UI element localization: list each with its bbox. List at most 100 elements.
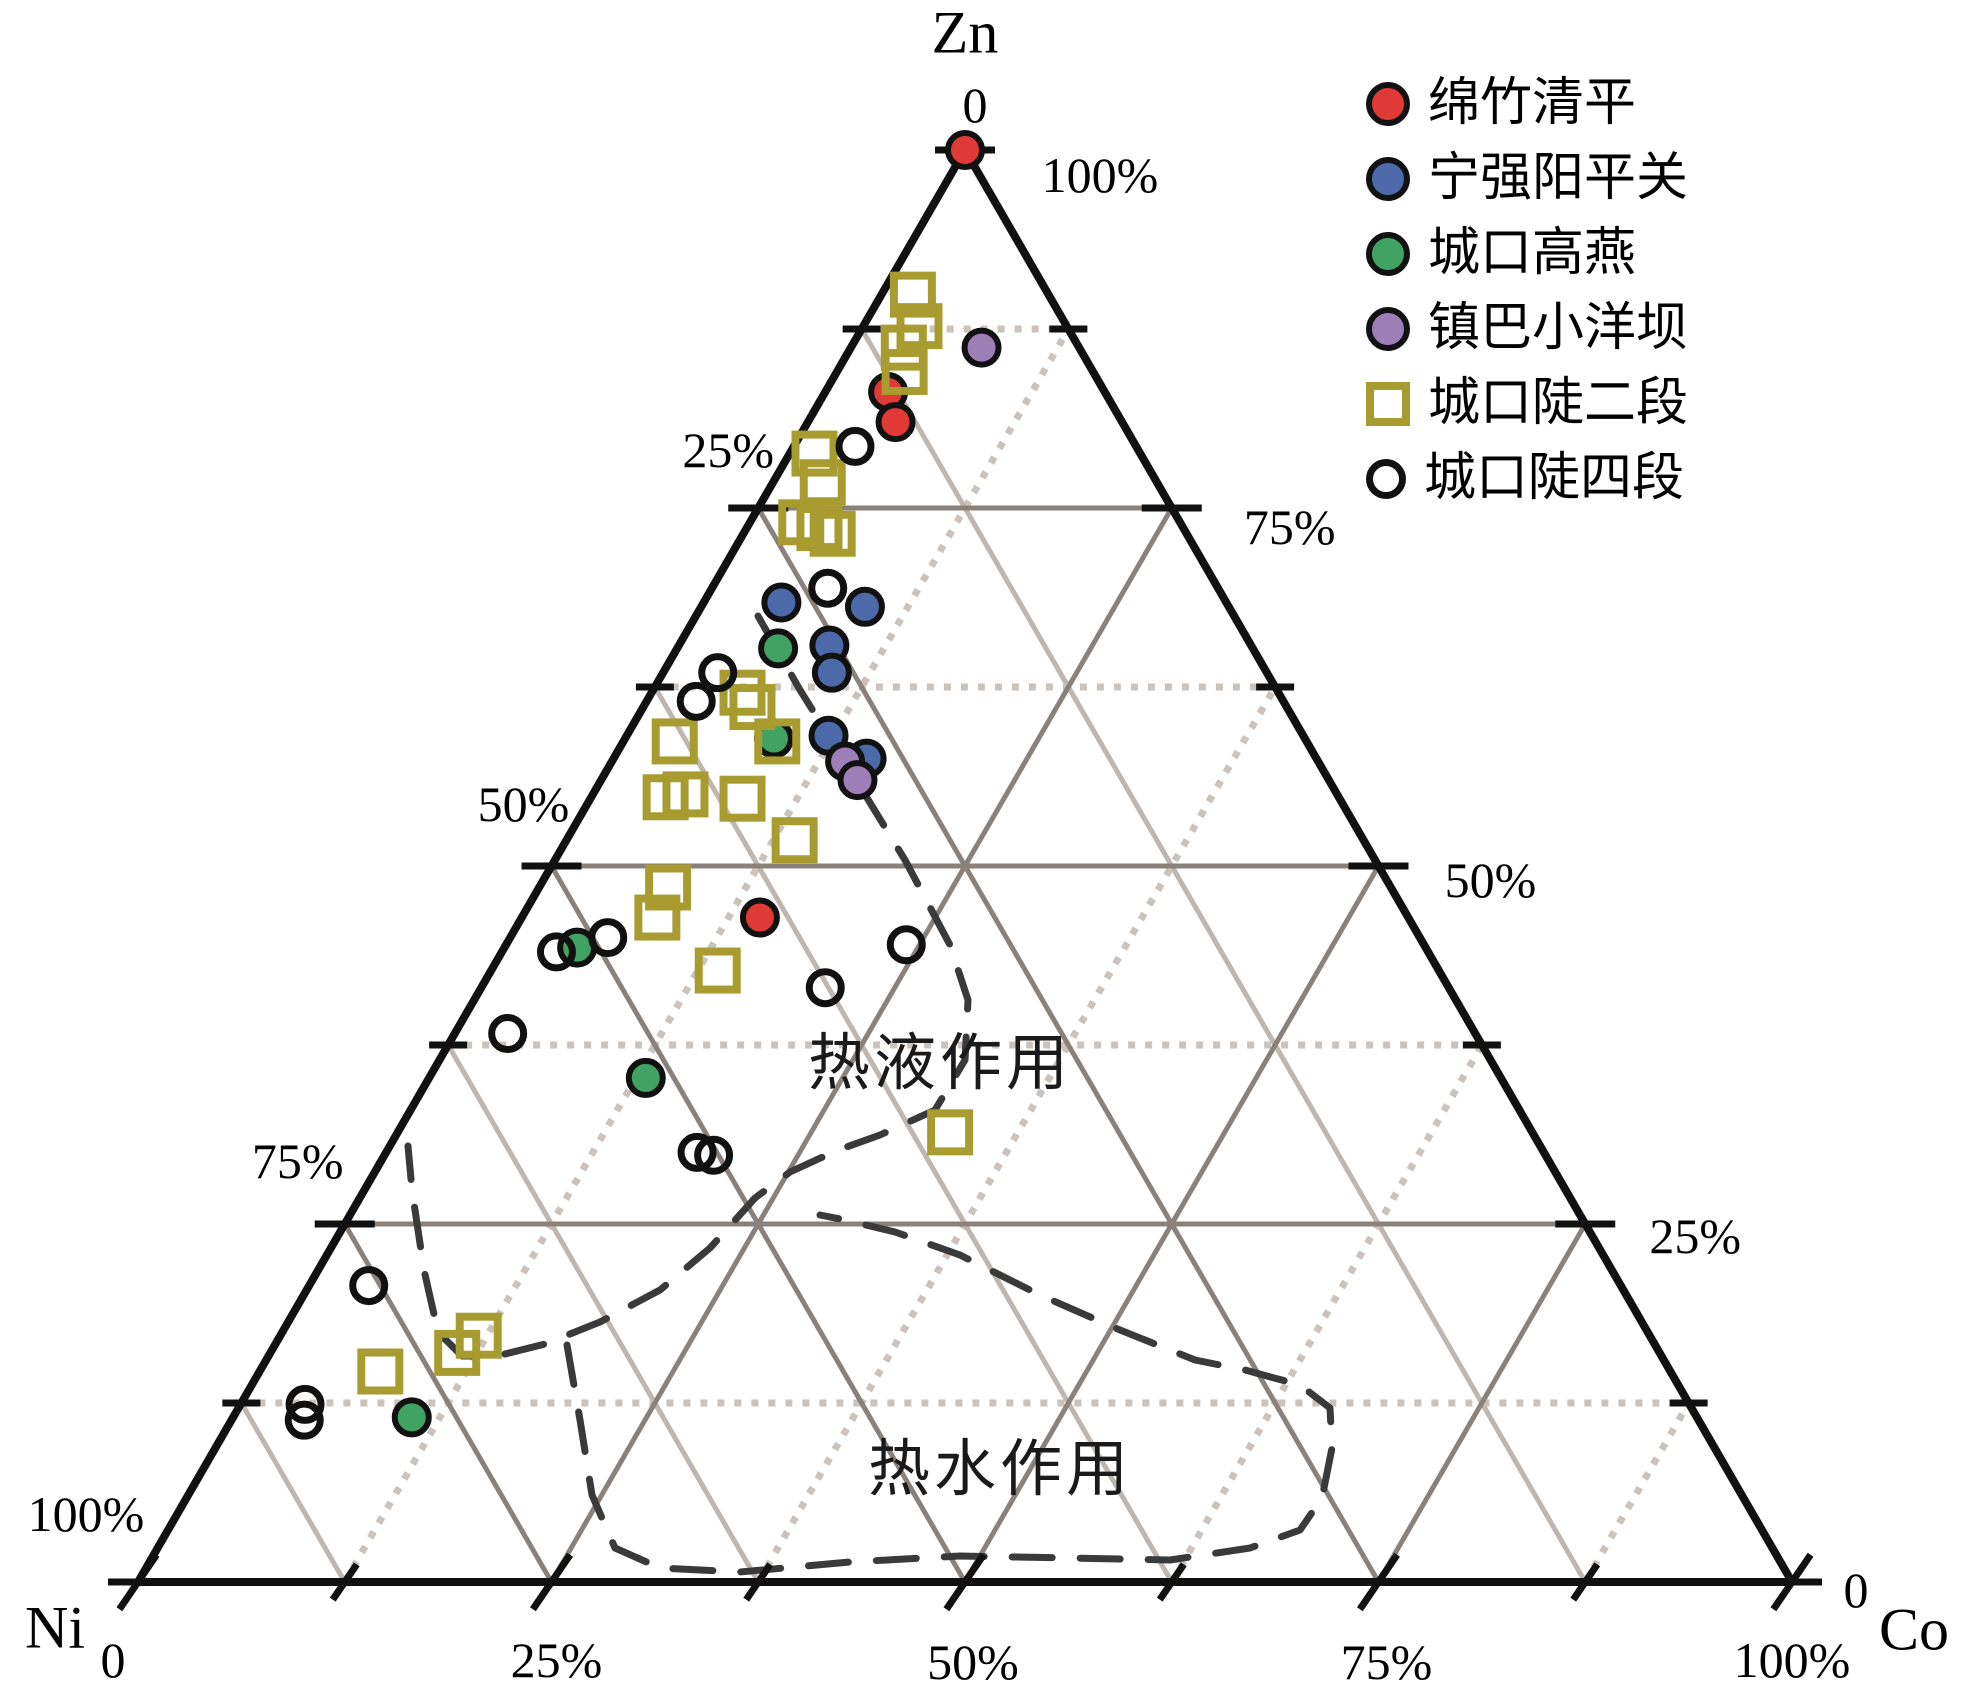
data-point-绵竹清平 bbox=[739, 897, 780, 938]
data-point-城口陡四段 bbox=[886, 925, 926, 965]
annotation-hydrothermal: 热液作用 bbox=[807, 1030, 1073, 1098]
legend-item-zhenba-xiaoyangba: 镇巴小洋坝 bbox=[1366, 291, 1688, 366]
gridline-co-minor bbox=[1168, 1043, 1485, 1584]
right-axis-ticklabel: 100% bbox=[1042, 147, 1159, 203]
tick bbox=[1770, 1552, 1814, 1612]
data-point-城口陡二段 bbox=[357, 1348, 404, 1395]
left-axis-ticklabel: 75% bbox=[252, 1133, 344, 1189]
bottom-axis-ticklabel: 100% bbox=[1734, 1632, 1851, 1688]
axis-label-zn: Zn bbox=[931, 0, 999, 66]
bottom-axis-ticklabel: 0 bbox=[101, 1632, 126, 1688]
legend-item-mianzhu-qingping: 绵竹清平 bbox=[1366, 66, 1688, 141]
data-point-城口陡二段 bbox=[719, 775, 766, 822]
annotation-hot-water: 热水作用 bbox=[867, 1436, 1133, 1504]
data-point-城口陡二段 bbox=[809, 510, 856, 557]
data-point-城口陡四段 bbox=[698, 653, 738, 693]
data-point-城口陡二段 bbox=[796, 505, 843, 552]
legend-label: 绵竹清平 bbox=[1428, 74, 1637, 132]
bottom-axis-ticklabel: 25% bbox=[511, 1632, 603, 1688]
data-point-城口陡四段 bbox=[588, 918, 628, 958]
gridline-ni-major bbox=[756, 506, 1381, 1584]
data-point-城口陡二段 bbox=[651, 718, 698, 765]
right-axis-ticklabel: 0 bbox=[1844, 1562, 1869, 1618]
tick bbox=[1357, 1552, 1400, 1612]
gridline-co-major bbox=[549, 506, 1174, 1584]
data-point-城口陡四段 bbox=[805, 968, 845, 1008]
data-point-城口陡二段 bbox=[927, 1109, 974, 1156]
legend-item-chengkou-gaoyan: 城口高燕 bbox=[1366, 216, 1688, 291]
data-point-绵竹清平 bbox=[945, 130, 985, 170]
red-circle-icon bbox=[1366, 81, 1410, 126]
gridline-ni-minor bbox=[859, 327, 1588, 1584]
olive-square-icon bbox=[1366, 381, 1410, 426]
legend-label: 城口陡四段 bbox=[1424, 449, 1685, 507]
tick bbox=[1570, 1562, 1601, 1602]
tick bbox=[743, 1562, 774, 1602]
data-point-镇巴小洋坝 bbox=[837, 760, 878, 801]
left-axis-ticklabel: 100% bbox=[28, 1486, 145, 1542]
gridline-ni-minor bbox=[445, 1043, 761, 1584]
bottom-axis-ticklabel: 75% bbox=[1341, 1634, 1433, 1688]
tick bbox=[329, 1562, 360, 1602]
data-point-绵竹清平 bbox=[875, 402, 916, 443]
legend-item-ningqiang-yangpingguan: 宁强阳平关 bbox=[1366, 141, 1688, 216]
axis-label-ni: Ni bbox=[25, 1594, 85, 1661]
right-axis-ticklabel: 75% bbox=[1244, 499, 1336, 555]
tick bbox=[943, 1552, 987, 1612]
left-axis-ticklabel: 50% bbox=[478, 776, 570, 832]
tick bbox=[1156, 1562, 1187, 1602]
legend-label: 宁强阳平关 bbox=[1428, 149, 1689, 207]
data-point-城口陡二段 bbox=[645, 864, 692, 911]
data-point-城口高燕 bbox=[625, 1057, 666, 1098]
data-point-城口陡二段 bbox=[889, 271, 936, 318]
gridline-co-major bbox=[1376, 1222, 1588, 1584]
data-point-城口陡四段 bbox=[285, 1384, 325, 1424]
legend-item-chengkou-dou2: 城口陡二段 bbox=[1366, 366, 1688, 441]
right-axis-ticklabel: 50% bbox=[1445, 852, 1537, 908]
data-point-宁强阳平关 bbox=[761, 582, 802, 623]
green-circle-icon bbox=[1366, 231, 1410, 276]
gridline-co-minor bbox=[755, 685, 1279, 1584]
data-point-城口陡二段 bbox=[729, 684, 776, 731]
data-point-城口陡二段 bbox=[881, 348, 928, 395]
left-axis-ticklabel: 0 bbox=[963, 77, 988, 133]
data-point-城口陡四段 bbox=[808, 568, 848, 608]
right-axis-ticklabel: 25% bbox=[1649, 1208, 1741, 1264]
data-point-城口陡四段 bbox=[677, 1132, 717, 1172]
data-point-镇巴小洋坝 bbox=[961, 327, 1002, 368]
black-open-circle-icon bbox=[1366, 458, 1406, 499]
gridline-ni-minor bbox=[239, 1401, 347, 1584]
legend-label: 镇巴小洋坝 bbox=[1428, 299, 1689, 357]
tick bbox=[530, 1552, 573, 1612]
data-point-城口陡四段 bbox=[676, 681, 716, 721]
blue-circle-icon bbox=[1366, 156, 1410, 201]
data-point-城口陡二段 bbox=[754, 718, 801, 765]
data-point-城口陡二段 bbox=[771, 817, 818, 864]
left-axis-ticklabel: 25% bbox=[682, 422, 774, 478]
data-point-城口陡二段 bbox=[434, 1329, 481, 1376]
data-point-宁强阳平关 bbox=[844, 586, 885, 627]
axis-label-co: Co bbox=[1878, 1596, 1950, 1663]
data-point-城口陡四段 bbox=[536, 932, 576, 972]
hydrothermal-field-boundary bbox=[404, 612, 972, 1360]
legend-label: 城口高燕 bbox=[1428, 224, 1637, 282]
legend-label: 城口陡二段 bbox=[1428, 374, 1689, 432]
data-point-城口陡四段 bbox=[488, 1014, 528, 1054]
data-point-城口陡四段 bbox=[694, 1135, 734, 1175]
gridline-ni-major bbox=[342, 1222, 554, 1584]
purple-circle-icon bbox=[1366, 306, 1410, 351]
data-point-城口陡二段 bbox=[694, 947, 741, 994]
data-point-城口高燕 bbox=[758, 628, 799, 669]
data-point-城口陡二段 bbox=[791, 430, 838, 477]
data-point-城口陡四段 bbox=[284, 1400, 324, 1440]
gridline-ni-minor bbox=[652, 685, 1174, 1584]
bottom-axis-ticklabel: 50% bbox=[927, 1634, 1019, 1688]
data-point-城口陡二段 bbox=[719, 669, 766, 716]
data-point-城口陡二段 bbox=[880, 324, 927, 371]
gridline-co-minor bbox=[1582, 1401, 1692, 1584]
legend: 绵竹清平 宁强阳平关 城口高燕 镇巴小洋坝 城口陡二段 城口陡四段 bbox=[1366, 66, 1688, 516]
data-point-城口陡二段 bbox=[642, 774, 689, 821]
data-point-宁强阳平关 bbox=[811, 652, 852, 693]
